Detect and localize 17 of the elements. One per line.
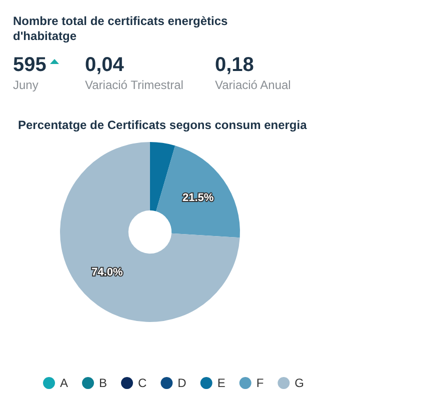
text: 0,04 [85,54,124,77]
legend-label: A [60,376,68,390]
text: 0,18 [215,54,254,77]
legend-label: B [99,376,108,390]
text: Variació Trimestral [85,78,184,92]
text: Juny [13,78,40,92]
data-label: 21.5% [182,192,214,204]
legend-label: E [217,376,226,390]
legend-label: G [294,376,304,390]
data-label: 74.0% [92,266,123,278]
text: Variació Anual [215,78,292,92]
legend-label: F [256,376,264,390]
text: 595 [13,54,46,77]
legend-label: D [178,376,187,390]
chart-title: Percentatge de Certificats segons consum energia [18,118,308,132]
legend-label: C [138,376,148,390]
text: Nombre total de certificats energètics d'habitatge [13,14,229,44]
